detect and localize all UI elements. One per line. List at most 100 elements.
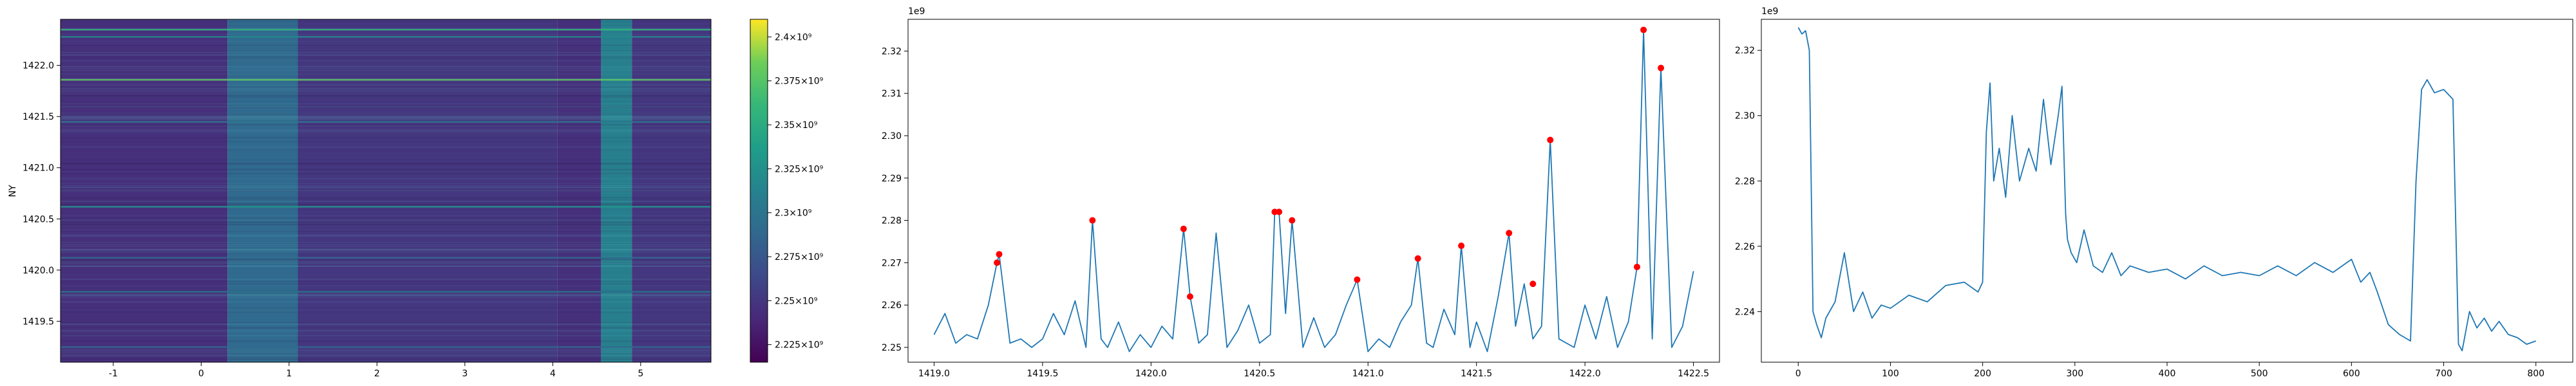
heatmap-texture-line bbox=[61, 327, 711, 329]
heatmap-texture-line bbox=[61, 331, 711, 333]
line-peaks-x-ticks: 1419.0 1419.5 1420.0 1420.5 1421.0 1421.5 1422… bbox=[918, 362, 1709, 379]
series-x-ticks: 0 100 200 300 400 500 600 700 800 bbox=[1795, 362, 2544, 379]
heatmap-texture-line bbox=[61, 217, 711, 219]
heatmap-texture-line bbox=[61, 70, 711, 71]
colorbar-tick-label: 2.375×10⁹ bbox=[775, 77, 824, 87]
heatmap-texture-line bbox=[61, 106, 711, 107]
heatmap-texture-line bbox=[61, 24, 711, 26]
heatmap-texture-line bbox=[61, 91, 711, 93]
y-tick-label: 2.26 bbox=[1735, 242, 1755, 252]
heatmap-texture-line bbox=[61, 301, 711, 303]
heatmap-texture-line bbox=[61, 66, 711, 68]
peak-marker bbox=[994, 259, 1001, 266]
heatmap-texture-line bbox=[61, 113, 711, 115]
heatmap-panel: -1 0 1 2 3 4 5 1419.51420.01420.51421.01421.51… bbox=[8, 19, 712, 379]
heatmap-texture-line bbox=[61, 103, 711, 105]
heatmap-texture-line bbox=[61, 262, 711, 264]
heatmap-texture-line bbox=[61, 219, 711, 221]
heatmap-y-axis-label: NY bbox=[8, 185, 18, 197]
heatmap-texture-line bbox=[61, 311, 711, 313]
heatmap-texture-line bbox=[61, 285, 711, 286]
heatmap-bright-row bbox=[61, 36, 711, 38]
heatmap-texture-line bbox=[61, 235, 711, 237]
heatmap-texture-line bbox=[61, 230, 711, 232]
heatmap-y-tick-label: 1420.0 bbox=[23, 266, 54, 276]
heatmap-texture-line bbox=[61, 349, 711, 351]
series-line bbox=[933, 29, 1694, 353]
heatmap-texture-line bbox=[61, 93, 711, 95]
peak-marker bbox=[1633, 263, 1640, 270]
heatmap-texture-line bbox=[61, 248, 711, 250]
heatmap-texture-line bbox=[61, 113, 711, 115]
heatmap-texture-line bbox=[61, 130, 711, 132]
heatmap-texture-line bbox=[61, 295, 711, 297]
heatmap-texture-line bbox=[61, 162, 711, 164]
y-tick-label: 2.29 bbox=[882, 174, 902, 184]
colorbar-tick-label: 2.4×10⁹ bbox=[775, 32, 812, 42]
peak-marker bbox=[1289, 217, 1296, 224]
heatmap-texture-line bbox=[61, 273, 711, 275]
heatmap-texture-line bbox=[61, 117, 711, 119]
y-tick-label: 2.24 bbox=[1735, 307, 1755, 317]
heatmap-texture-line bbox=[61, 171, 711, 173]
heatmap-y-tick-label: 1422.0 bbox=[23, 61, 54, 71]
heatmap-bright-row bbox=[61, 346, 711, 348]
heatmap-bright-row bbox=[61, 291, 711, 293]
heatmap-texture-line bbox=[61, 223, 711, 225]
heatmap-texture-line bbox=[61, 21, 711, 23]
heatmap-frame bbox=[60, 19, 712, 363]
heatmap-texture-line bbox=[61, 73, 711, 75]
peak-marker bbox=[1276, 208, 1283, 216]
heatmap-texture-line bbox=[61, 252, 711, 253]
heatmap-texture-line bbox=[61, 279, 711, 280]
series-y-ticks: 2.24 2.26 2.28 2.30 2.32 bbox=[1735, 46, 1761, 317]
heatmap-texture-line bbox=[61, 324, 711, 326]
heatmap-texture-line bbox=[61, 116, 711, 118]
x-tick-label: 1419.0 bbox=[918, 369, 950, 379]
heatmap-texture-line bbox=[61, 218, 711, 220]
x-tick-label: 800 bbox=[2527, 369, 2544, 379]
line-peaks-plot bbox=[933, 26, 1694, 353]
heatmap-bright-row bbox=[61, 78, 711, 81]
heatmap-band bbox=[61, 19, 228, 362]
colorbar-tick-label: 2.275×10⁹ bbox=[775, 252, 824, 262]
heatmap-texture-line bbox=[61, 356, 711, 358]
line-peaks-offset-label: 1e9 bbox=[908, 6, 925, 17]
x-tick-label: 1420.5 bbox=[1244, 369, 1275, 379]
heatmap-texture-line bbox=[61, 260, 711, 262]
heatmap-texture-line bbox=[61, 283, 711, 285]
heatmap-bright-row bbox=[61, 28, 711, 31]
peak-marker bbox=[1089, 217, 1096, 224]
heatmap-texture-line bbox=[61, 253, 711, 255]
heatmap-texture-line bbox=[61, 290, 711, 291]
heatmap-texture-line bbox=[61, 106, 711, 108]
heatmap-band bbox=[298, 19, 558, 362]
heatmap-band bbox=[557, 19, 601, 362]
y-tick-label: 2.30 bbox=[882, 131, 902, 142]
heatmap-texture-line bbox=[61, 261, 711, 264]
heatmap-texture-line bbox=[61, 293, 711, 295]
x-tick-label: 500 bbox=[2251, 369, 2268, 379]
heatmap-texture-line bbox=[61, 281, 711, 282]
series-plot bbox=[1797, 27, 2537, 352]
heatmap-texture-line bbox=[61, 350, 711, 352]
heatmap-texture-line bbox=[61, 91, 711, 93]
heatmap-texture-line bbox=[61, 173, 711, 175]
heatmap-texture-line bbox=[61, 197, 711, 199]
heatmap-x-tick-label: 5 bbox=[638, 369, 643, 379]
heatmap-texture-line bbox=[61, 178, 711, 179]
heatmap-texture-line bbox=[61, 118, 711, 120]
x-tick-label: 1422.0 bbox=[1569, 369, 1601, 379]
heatmap-texture-line bbox=[61, 84, 711, 86]
y-tick-label: 2.26 bbox=[882, 300, 902, 311]
heatmap-texture-line bbox=[61, 55, 711, 57]
peak-marker bbox=[996, 251, 1003, 258]
heatmap-band bbox=[227, 19, 298, 362]
heatmap-texture-line bbox=[61, 297, 711, 299]
heatmap-texture-line bbox=[61, 355, 711, 357]
heatmap-texture-line bbox=[61, 96, 711, 98]
heatmap-texture-line bbox=[61, 122, 711, 124]
heatmap-texture-line bbox=[61, 245, 711, 247]
heatmap-texture-line bbox=[61, 190, 711, 192]
heatmap-texture-line bbox=[61, 241, 711, 244]
